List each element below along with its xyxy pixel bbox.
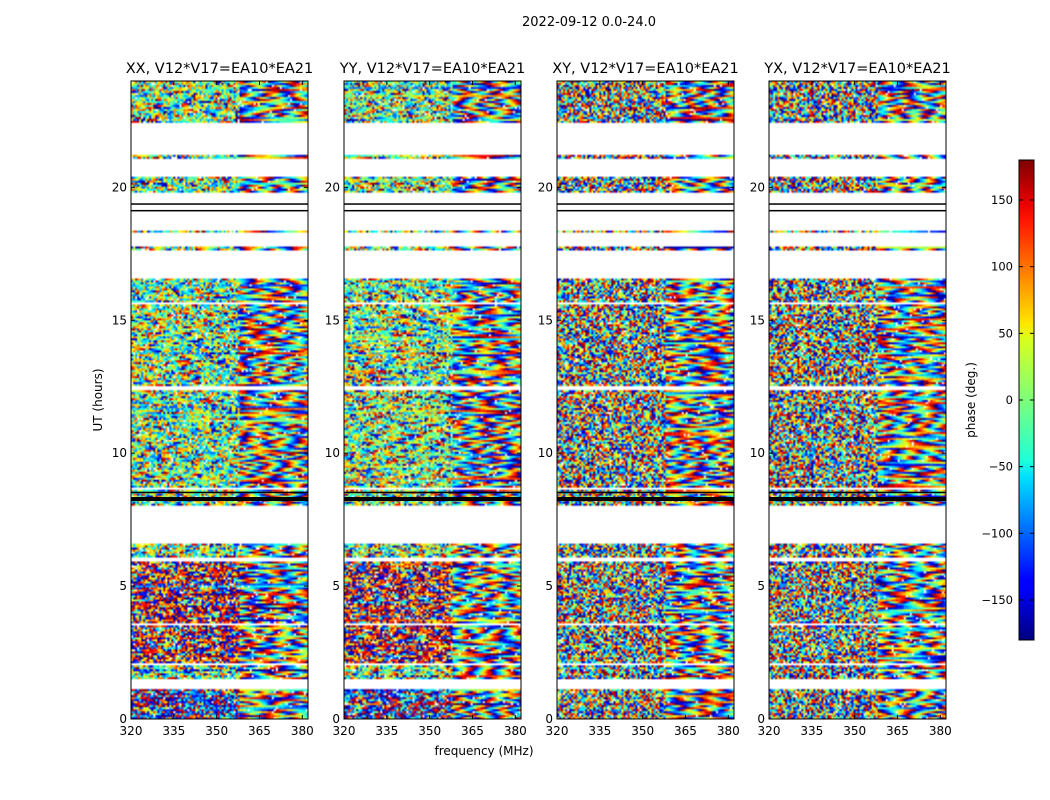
y-tick-label: 0 [119, 712, 127, 726]
y-tick-label: 10 [325, 446, 340, 460]
panel-2-frame [343, 80, 522, 720]
x-tick-label: 380 [717, 724, 740, 738]
panel-3-flag-band [557, 491, 734, 494]
x-tick-label: 365 [461, 724, 484, 738]
x-tick-label: 380 [504, 724, 527, 738]
panel-3-title: XY, V12*V17=EA10*EA21 [552, 61, 738, 77]
panel-3-flag-band [557, 497, 734, 502]
y-axis-label: UT (hours) [91, 368, 105, 431]
panel-3-flag-band [557, 209, 734, 212]
x-tick-label: 350 [205, 724, 228, 738]
panel-4-frame [768, 80, 947, 720]
panel-1-flag-band [131, 203, 308, 205]
colorbar: 150 100 50 0 −50 −100 −150 phase (deg.) [964, 159, 1035, 641]
panel-4-flag-band [769, 491, 946, 494]
x-tick-label: 320 [546, 724, 569, 738]
y-tick-label: 0 [332, 712, 340, 726]
panel-1-flag-band [131, 497, 308, 502]
panel-3-phase-image [557, 81, 734, 719]
panel-4-phase-image [769, 81, 946, 719]
x-tick-label: 320 [758, 724, 781, 738]
colorbar-tick-label: 50 [998, 326, 1013, 340]
y-tick-label: 20 [325, 180, 340, 194]
panel-2-flag-band [344, 209, 521, 212]
x-tick-label: 320 [333, 724, 356, 738]
panel-4-flag-band [769, 203, 946, 205]
colorbar-label: phase (deg.) [964, 362, 978, 438]
x-tick-label: 335 [588, 724, 611, 738]
panel-1-phase-image [131, 81, 308, 719]
colorbar-tick-label: 150 [991, 193, 1013, 207]
panel-1-frame [130, 80, 309, 720]
panel-1-flag-band [131, 209, 308, 212]
x-tick-label: 335 [162, 724, 185, 738]
panel-1: XX, V12*V17=EA10*EA21 320 335 350 365 380 0 5 10… [112, 61, 314, 738]
x-tick-label: 380 [291, 724, 314, 738]
panel-3: XY, V12*V17=EA10*EA21 320 335 350 365 380 0 5 10… [538, 61, 740, 738]
x-tick-label: 350 [418, 724, 441, 738]
panel-2-flag-band [344, 203, 521, 205]
panel-2: YY, V12*V17=EA10*EA21 320 335 350 365 380 0 5 10… [325, 61, 527, 738]
x-axis-label: frequency (MHz) [434, 744, 533, 758]
y-tick-label: 20 [112, 180, 127, 194]
x-tick-label: 335 [800, 724, 823, 738]
y-tick-label: 5 [545, 579, 553, 593]
panel-1-title: XX, V12*V17=EA10*EA21 [126, 61, 314, 77]
colorbar-tick-label: −150 [981, 593, 1013, 607]
y-tick-label: 5 [757, 579, 765, 593]
panel-3-frame [556, 80, 735, 720]
x-tick-label: 335 [375, 724, 398, 738]
y-tick-label: 0 [545, 712, 553, 726]
y-tick-label: 10 [538, 446, 553, 460]
y-tick-label: 15 [538, 313, 553, 327]
panel-2-flag-band [344, 491, 521, 494]
y-tick-label: 15 [112, 313, 127, 327]
x-tick-label: 350 [631, 724, 654, 738]
y-tick-label: 15 [325, 313, 340, 327]
x-tick-label: 365 [886, 724, 909, 738]
y-tick-label: 5 [332, 579, 340, 593]
colorbar-tick-label: −100 [981, 526, 1013, 540]
panel-3-flag-band [557, 203, 734, 205]
y-tick-label: 5 [119, 579, 127, 593]
y-tick-label: 20 [538, 180, 553, 194]
panel-4: YX, V12*V17=EA10*EA21 320 335 350 365 380 0 5 10… [750, 61, 952, 738]
x-tick-label: 365 [248, 724, 271, 738]
colorbar-tick-label: 0 [1006, 393, 1013, 407]
panel-1-flag-band [131, 491, 308, 494]
y-tick-label: 10 [112, 446, 127, 460]
panel-2-phase-image [344, 81, 521, 719]
x-tick-label: 350 [843, 724, 866, 738]
panel-2-title: YY, V12*V17=EA10*EA21 [339, 61, 525, 77]
y-tick-label: 20 [750, 180, 765, 194]
panel-4-flag-band [769, 209, 946, 212]
y-tick-label: 10 [750, 446, 765, 460]
colorbar-tick-label: −50 [989, 460, 1013, 474]
x-tick-label: 365 [674, 724, 697, 738]
x-tick-label: 380 [929, 724, 952, 738]
panel-4-flag-band [769, 497, 946, 502]
panel-4-title: YX, V12*V17=EA10*EA21 [763, 61, 950, 77]
y-tick-label: 15 [750, 313, 765, 327]
y-tick-label: 0 [757, 712, 765, 726]
figure-title: 2022-09-12 0.0-24.0 [522, 15, 656, 30]
x-tick-label: 320 [120, 724, 143, 738]
panel-2-flag-band [344, 497, 521, 502]
colorbar-tick-label: 100 [991, 260, 1013, 274]
